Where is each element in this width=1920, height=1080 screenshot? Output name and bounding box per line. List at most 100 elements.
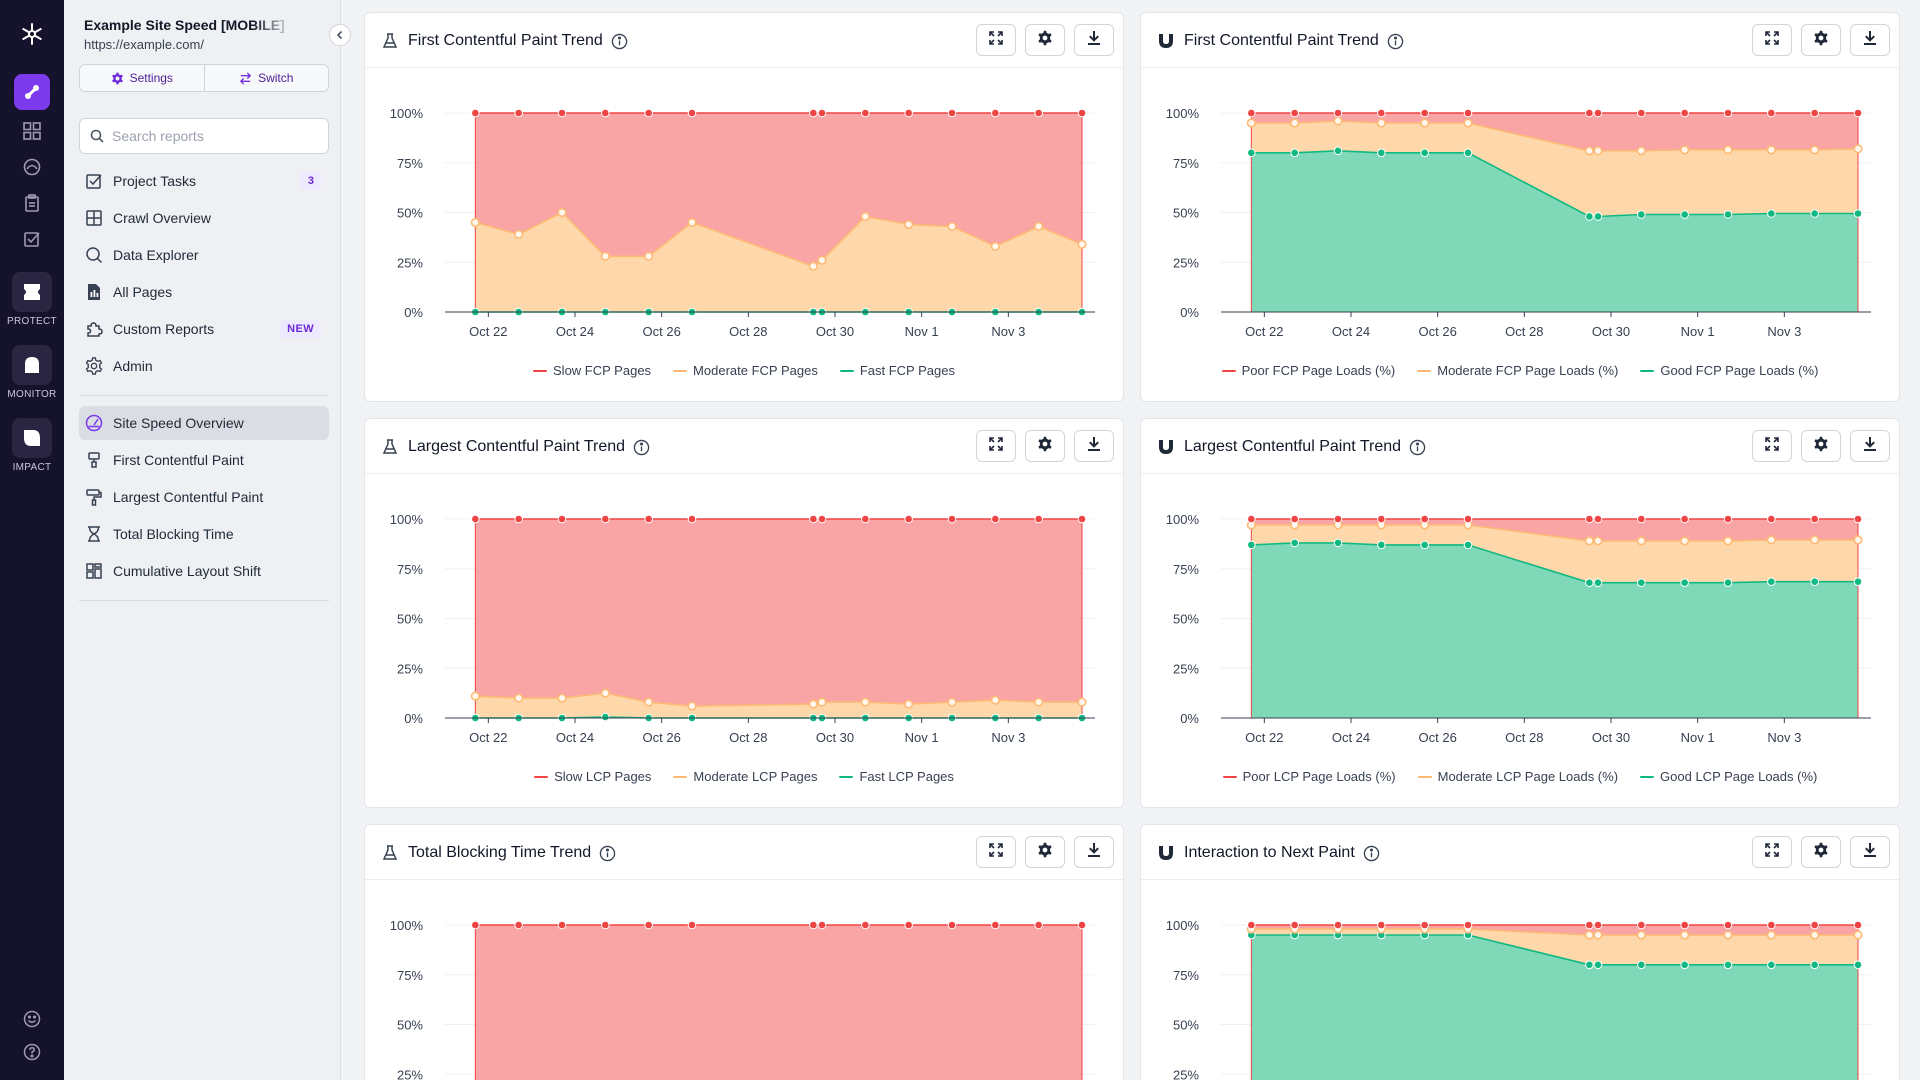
nav-item-all-pages[interactable]: All Pages bbox=[79, 275, 329, 309]
product-protect[interactable]: PROTECT bbox=[7, 272, 57, 327]
data-point[interactable] bbox=[687, 514, 697, 524]
data-point[interactable] bbox=[1333, 146, 1343, 156]
data-point[interactable] bbox=[1593, 514, 1603, 524]
logo-icon[interactable] bbox=[16, 18, 48, 50]
data-point[interactable] bbox=[1463, 148, 1473, 158]
data-point[interactable] bbox=[1810, 514, 1819, 524]
legend-item[interactable]: Fast FCP Pages bbox=[839, 363, 955, 378]
legend-item[interactable]: Good LCP Page Loads (%) bbox=[1640, 769, 1817, 784]
data-point[interactable] bbox=[1247, 920, 1256, 930]
data-point[interactable] bbox=[1585, 578, 1594, 587]
data-point[interactable] bbox=[1463, 108, 1473, 118]
data-point[interactable] bbox=[687, 108, 697, 118]
data-point[interactable] bbox=[1723, 108, 1733, 118]
data-point[interactable] bbox=[1853, 209, 1863, 218]
expand-button[interactable] bbox=[1752, 430, 1792, 462]
data-point[interactable] bbox=[644, 697, 654, 707]
data-point[interactable] bbox=[1767, 920, 1776, 930]
data-point[interactable] bbox=[601, 108, 610, 118]
nav-item-admin[interactable]: Admin bbox=[79, 349, 329, 383]
data-point[interactable] bbox=[1810, 960, 1819, 970]
data-point[interactable] bbox=[1723, 514, 1733, 524]
data-point[interactable] bbox=[1853, 535, 1863, 545]
nav-item-largest-contentful-paint[interactable]: Largest Contentful Paint bbox=[79, 480, 329, 514]
data-point[interactable] bbox=[1247, 108, 1256, 118]
data-point[interactable] bbox=[1680, 108, 1689, 118]
data-point[interactable] bbox=[1420, 920, 1429, 930]
data-point[interactable] bbox=[1420, 540, 1429, 550]
data-point[interactable] bbox=[1723, 960, 1733, 970]
download-button[interactable] bbox=[1074, 430, 1114, 462]
data-point[interactable] bbox=[644, 514, 653, 524]
legend-item[interactable]: Slow LCP Pages bbox=[534, 769, 651, 784]
nav-item-crawl-overview[interactable]: Crawl Overview bbox=[79, 201, 329, 235]
data-point[interactable] bbox=[817, 697, 827, 707]
data-point[interactable] bbox=[817, 514, 827, 524]
expand-button[interactable] bbox=[1752, 836, 1792, 868]
data-point[interactable] bbox=[1766, 535, 1776, 545]
data-point[interactable] bbox=[1333, 116, 1343, 126]
data-point[interactable] bbox=[1810, 209, 1819, 218]
data-point[interactable] bbox=[817, 255, 827, 265]
data-point[interactable] bbox=[1034, 108, 1043, 118]
data-point[interactable] bbox=[514, 693, 524, 703]
data-point[interactable] bbox=[1290, 538, 1299, 548]
dashboard-icon[interactable] bbox=[16, 116, 48, 146]
data-point[interactable] bbox=[644, 251, 654, 261]
data-point[interactable] bbox=[1636, 930, 1646, 940]
data-point[interactable] bbox=[1636, 536, 1646, 546]
data-point[interactable] bbox=[1853, 920, 1863, 930]
data-point[interactable] bbox=[687, 217, 697, 228]
legend-item[interactable]: Moderate LCP Pages bbox=[673, 769, 817, 784]
data-point[interactable] bbox=[1420, 148, 1429, 158]
data-point[interactable] bbox=[1593, 536, 1603, 546]
data-point[interactable] bbox=[1853, 960, 1863, 970]
data-point[interactable] bbox=[1420, 108, 1429, 118]
legend-item[interactable]: Good FCP Page Loads (%) bbox=[1640, 363, 1818, 378]
speed-icon[interactable] bbox=[16, 152, 48, 182]
data-point[interactable] bbox=[1377, 540, 1386, 550]
data-point[interactable] bbox=[687, 701, 697, 711]
data-point[interactable] bbox=[860, 697, 870, 707]
data-point[interactable] bbox=[514, 108, 523, 118]
download-button[interactable] bbox=[1850, 430, 1890, 462]
data-point[interactable] bbox=[601, 514, 610, 524]
data-point[interactable] bbox=[1077, 108, 1087, 118]
download-button[interactable] bbox=[1074, 24, 1114, 56]
data-point[interactable] bbox=[1585, 108, 1594, 118]
data-point[interactable] bbox=[1247, 514, 1256, 524]
data-point[interactable] bbox=[557, 514, 567, 524]
data-point[interactable] bbox=[1077, 239, 1087, 249]
collapse-sidebar-button[interactable] bbox=[329, 24, 351, 46]
data-point[interactable] bbox=[1333, 108, 1343, 118]
data-point[interactable] bbox=[1034, 514, 1043, 524]
data-point[interactable] bbox=[1767, 108, 1776, 118]
legend-item[interactable]: Moderate FCP Page Loads (%) bbox=[1417, 363, 1618, 378]
data-point[interactable] bbox=[470, 217, 480, 228]
chart-settings-button[interactable] bbox=[1801, 836, 1841, 868]
data-point[interactable] bbox=[1680, 930, 1690, 940]
data-point[interactable] bbox=[1246, 118, 1256, 128]
data-point[interactable] bbox=[1420, 118, 1430, 128]
data-point[interactable] bbox=[1636, 146, 1646, 156]
legend-item[interactable]: Poor LCP Page Loads (%) bbox=[1222, 769, 1396, 784]
search-input[interactable] bbox=[112, 128, 312, 144]
data-point[interactable] bbox=[1290, 920, 1299, 930]
data-point[interactable] bbox=[947, 697, 957, 707]
download-button[interactable] bbox=[1850, 836, 1890, 868]
nav-item-first-contentful-paint[interactable]: First Contentful Paint bbox=[79, 443, 329, 477]
data-point[interactable] bbox=[1810, 145, 1820, 155]
data-point[interactable] bbox=[557, 693, 567, 703]
chart-settings-button[interactable] bbox=[1025, 24, 1065, 56]
expand-button[interactable] bbox=[1752, 24, 1792, 56]
data-point[interactable] bbox=[470, 691, 480, 701]
data-point[interactable] bbox=[1463, 920, 1473, 930]
info-icon[interactable] bbox=[611, 33, 628, 50]
chart-settings-button[interactable] bbox=[1025, 430, 1065, 462]
data-point[interactable] bbox=[514, 920, 523, 930]
data-point[interactable] bbox=[644, 108, 653, 118]
data-point[interactable] bbox=[1034, 920, 1043, 930]
data-point[interactable] bbox=[471, 920, 480, 930]
data-point[interactable] bbox=[809, 920, 818, 930]
data-point[interactable] bbox=[1333, 920, 1343, 930]
